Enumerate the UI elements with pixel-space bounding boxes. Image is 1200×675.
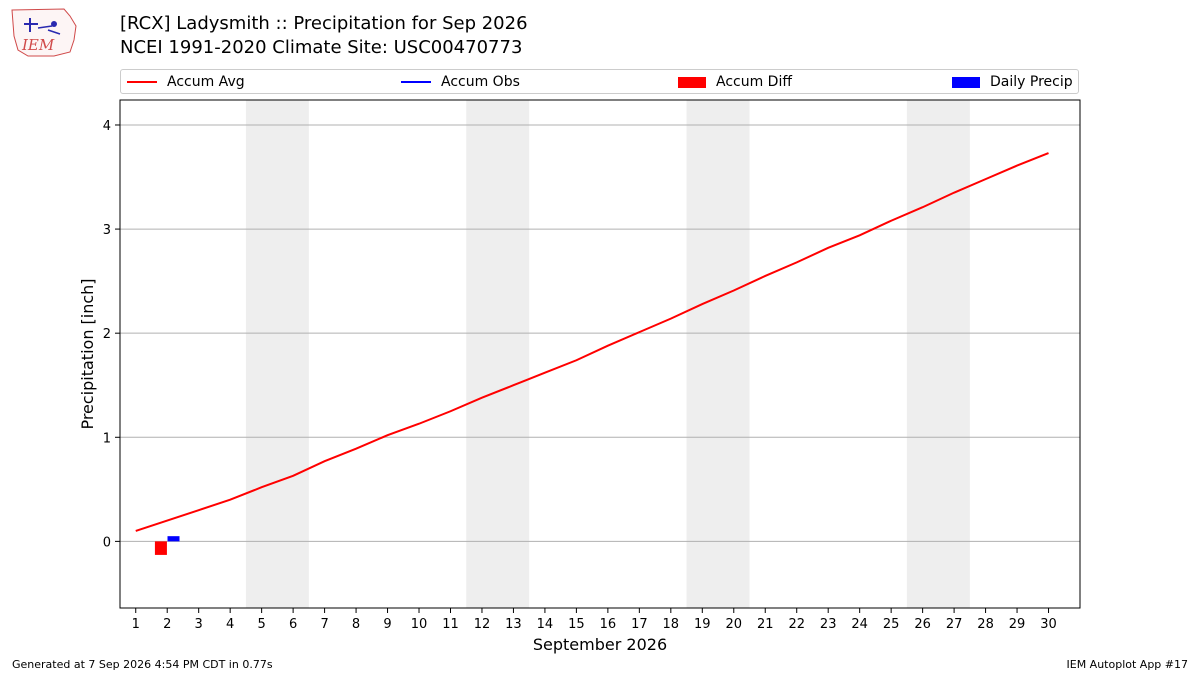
x-tick-label-26: 26 — [914, 617, 931, 632]
x-tick-label-9: 9 — [383, 617, 391, 632]
legend-label-accum-obs: Accum Obs — [441, 74, 520, 90]
legend-item-accum-avg: Accum Avg — [127, 74, 245, 90]
legend-swatch-accum-avg — [127, 81, 157, 83]
x-tick-label-7: 7 — [320, 617, 328, 632]
bar-accum-diff-0 — [154, 541, 167, 555]
x-tick-label-22: 22 — [788, 617, 805, 632]
x-tick-label-24: 24 — [851, 617, 868, 632]
y-tick-label-2: 2 — [103, 327, 111, 342]
legend-item-accum-diff: Accum Diff — [678, 74, 792, 90]
footer-app: IEM Autoplot App #17 — [1066, 658, 1189, 671]
legend-swatch-accum-diff — [678, 76, 706, 88]
x-tick-label-13: 13 — [505, 617, 522, 632]
bar-daily-precip-0 — [167, 536, 180, 542]
legend-label-accum-diff: Accum Diff — [716, 74, 793, 90]
x-tick-label-19: 19 — [694, 617, 711, 632]
y-tick-label-1: 1 — [103, 431, 111, 446]
x-tick-label-25: 25 — [883, 617, 900, 632]
legend-swatch-daily-precip — [952, 76, 980, 88]
x-tick-label-10: 10 — [411, 617, 428, 632]
x-tick-label-29: 29 — [1009, 617, 1026, 632]
x-tick-label-3: 3 — [195, 617, 203, 632]
weekend-band-2 — [686, 100, 750, 608]
y-axis-label: Precipitation [inch] — [78, 278, 97, 429]
x-tick-label-18: 18 — [663, 617, 680, 632]
weekend-band-1 — [466, 100, 530, 608]
x-tick-label-16: 16 — [600, 617, 617, 632]
iem-logo: IEM — [8, 6, 80, 60]
logo-text: IEM — [21, 36, 55, 54]
x-tick-label-12: 12 — [474, 617, 491, 632]
x-tick-label-20: 20 — [725, 617, 742, 632]
weekend-band-0 — [245, 100, 309, 608]
x-tick-label-5: 5 — [257, 617, 265, 632]
x-tick-label-14: 14 — [537, 617, 554, 632]
x-tick-label-1: 1 — [132, 617, 140, 632]
chart-legend: Accum Avg Accum Obs Accum Diff Daily Pre… — [120, 69, 1079, 94]
y-tick-label-0: 0 — [103, 535, 111, 550]
x-tick-label-4: 4 — [226, 617, 234, 632]
legend-label-daily-precip: Daily Precip — [990, 74, 1073, 90]
x-tick-label-28: 28 — [977, 617, 994, 632]
x-tick-label-15: 15 — [568, 617, 585, 632]
x-tick-label-27: 27 — [946, 617, 963, 632]
x-tick-label-6: 6 — [289, 617, 297, 632]
x-tick-label-11: 11 — [442, 617, 459, 632]
line-accum-avg — [135, 152, 1049, 532]
legend-item-daily-precip: Daily Precip — [952, 74, 1073, 90]
legend-swatch-accum-obs — [401, 81, 431, 83]
y-tick-label-4: 4 — [103, 119, 111, 134]
x-tick-label-23: 23 — [820, 617, 837, 632]
plot-frame — [119, 99, 1081, 609]
chart-title: [RCX] Ladysmith :: Precipitation for Sep… — [120, 13, 528, 34]
chart-subtitle: NCEI 1991-2020 Climate Site: USC00470773 — [120, 37, 523, 58]
x-tick-label-17: 17 — [631, 617, 648, 632]
footer-generated: Generated at 7 Sep 2026 4:54 PM CDT in 0… — [12, 658, 273, 671]
legend-item-accum-obs: Accum Obs — [401, 74, 520, 90]
x-tick-label-8: 8 — [352, 617, 360, 632]
legend-label-accum-avg: Accum Avg — [167, 74, 245, 90]
y-tick-label-3: 3 — [103, 223, 111, 238]
x-axis-label: September 2026 — [533, 635, 667, 654]
x-tick-label-21: 21 — [757, 617, 774, 632]
weekend-band-3 — [906, 100, 970, 608]
x-tick-label-2: 2 — [163, 617, 171, 632]
x-tick-label-30: 30 — [1040, 617, 1057, 632]
